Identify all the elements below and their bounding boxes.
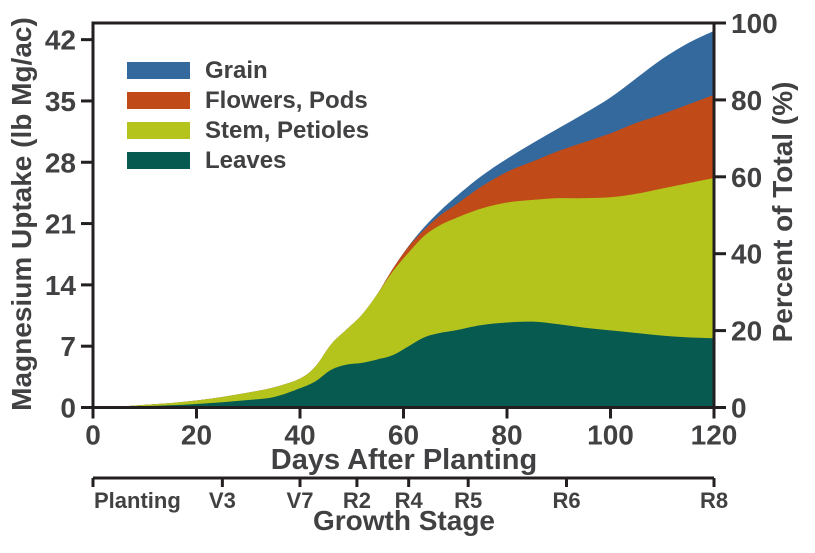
y-right-tick-label: 40 <box>731 239 762 270</box>
legend-label-grain: Grain <box>205 56 268 84</box>
legend-swatch-flowers-pods <box>127 92 190 109</box>
x-axis-label: Days After Planting <box>270 444 538 476</box>
area-leaves <box>93 321 714 408</box>
x-tick-label: 100 <box>587 420 634 451</box>
legend-swatch-leaves <box>127 152 190 169</box>
y-left-tick-label: 28 <box>45 147 76 178</box>
legend-item-stem-petioles: Stem, Petioles <box>127 117 369 144</box>
legend-item-leaves: Leaves <box>127 147 369 174</box>
x-axis-ticks: 0 20 40 60 80 100 120 <box>85 408 738 451</box>
y-left-tick-label: 14 <box>45 270 77 301</box>
x-tick-label: 120 <box>691 420 738 451</box>
y-right-ticks: 0 20 40 60 80 100 <box>715 8 778 424</box>
growth-stage-axis-label: Growth Stage <box>312 505 496 536</box>
y-left-tick-label: 21 <box>45 209 76 240</box>
growth-stage-tick-label: V7 <box>287 488 314 513</box>
y-right-tick-label: 100 <box>731 8 778 39</box>
legend-label-leaves: Leaves <box>205 146 287 174</box>
legend: Grain Flowers, Pods Stem, Petioles Leaves <box>127 57 369 182</box>
legend-swatch-grain <box>127 62 190 79</box>
legend-item-flowers-pods: Flowers, Pods <box>127 87 369 114</box>
growth-stage-tick-label: R6 <box>552 488 580 513</box>
growth-stage-tick-label: R2 <box>343 488 371 513</box>
y-right-tick-label: 80 <box>731 85 762 116</box>
x-tick-label: 40 <box>284 420 315 451</box>
plot-frame-group <box>91 21 716 409</box>
x-tick-label: 80 <box>491 420 522 451</box>
growth-stage-axis: Planting V3 V7 R2 R4 R5 R6 R8 <box>91 476 728 513</box>
plot-frame <box>91 21 716 409</box>
y-right-tick-label: 20 <box>731 316 762 347</box>
y-left-tick-label: 7 <box>60 331 76 362</box>
y-right-tick-label: 60 <box>731 162 762 193</box>
growth-stage-tick-label: R5 <box>454 488 482 513</box>
y-left-tick-label: 42 <box>45 25 76 56</box>
stacked-areas <box>93 30 714 408</box>
growth-stage-tick-label: R4 <box>395 488 424 513</box>
x-tick-label: 20 <box>181 420 212 451</box>
legend-item-grain: Grain <box>127 57 369 84</box>
y-axis-label-left: Magnesium Uptake (lb Mg/ac) <box>6 17 37 411</box>
growth-stage-tick-label: R8 <box>700 488 728 513</box>
x-tick-label: 0 <box>85 420 101 451</box>
growth-stage-tick-label: Planting <box>94 488 181 513</box>
y-right-tick-label: 0 <box>731 393 747 424</box>
legend-swatch-stem-petioles <box>127 122 190 139</box>
y-left-ticks: 0 7 14 21 28 35 42 <box>45 25 92 424</box>
growth-stage-tick-label: V3 <box>209 488 236 513</box>
legend-label-flowers-pods: Flowers, Pods <box>205 86 368 114</box>
y-left-tick-label: 35 <box>45 86 76 117</box>
y-axis-label-right: Percent of Total (%) <box>767 81 798 343</box>
x-tick-label: 60 <box>388 420 419 451</box>
y-left-tick-label: 0 <box>60 393 76 424</box>
legend-label-stem-petioles: Stem, Petioles <box>205 116 370 144</box>
